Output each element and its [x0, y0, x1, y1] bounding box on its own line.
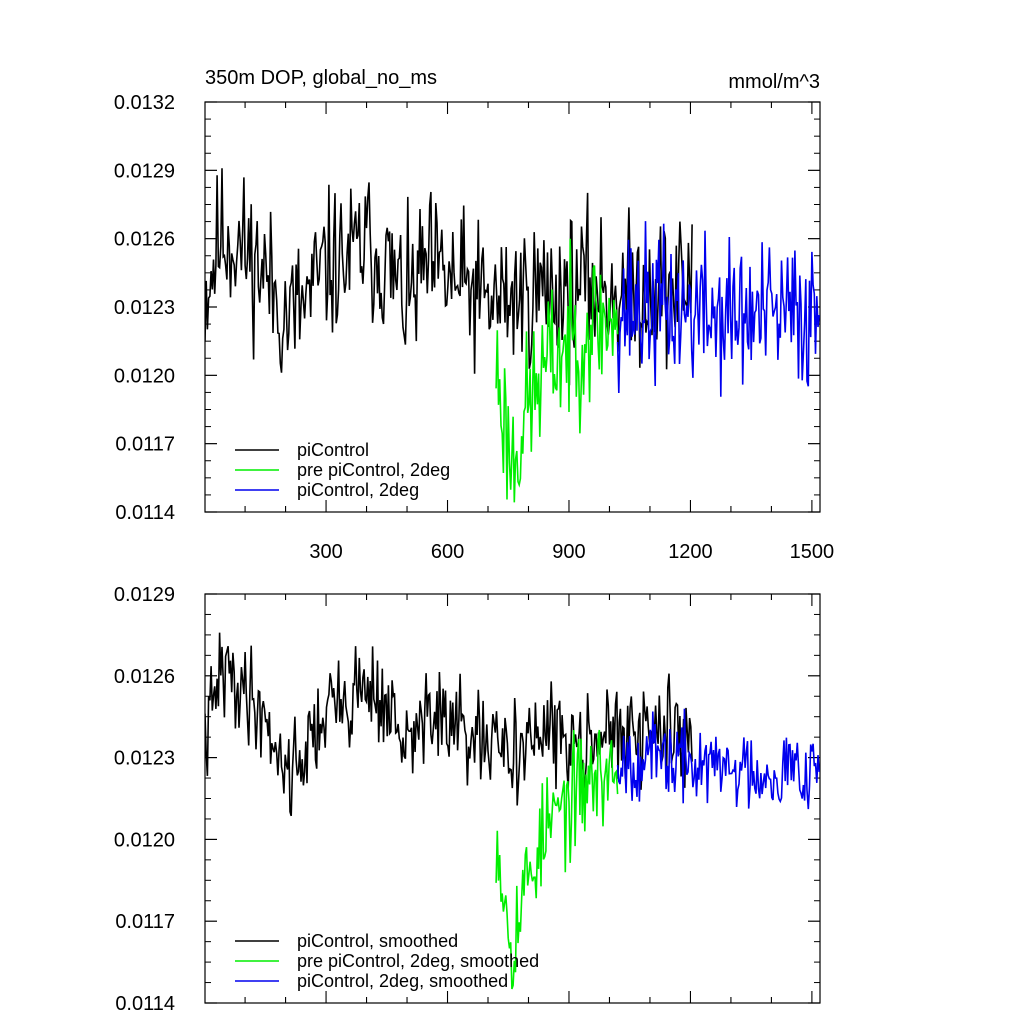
legend-label: pre piControl, 2deg, smoothed: [297, 951, 539, 971]
y-tick-label: 0.0123: [114, 748, 175, 770]
y-tick-label: 0.0132: [114, 92, 175, 114]
y-tick-label: 0.0120: [114, 829, 175, 851]
y-tick-label: 0.0126: [114, 229, 175, 251]
y-tick-label: 0.0120: [114, 365, 175, 387]
series-line-2: [616, 221, 820, 397]
y-tick-label: 0.0117: [115, 911, 175, 933]
series-line-0: [205, 632, 693, 817]
bottom-panel: 0.0114 0.0117 0.0120 0.0123 0.0126 0.0129 piCo…: [114, 584, 821, 1015]
y-tick-label: 0.0114: [115, 502, 175, 524]
legend-label: piControl, 2deg: [297, 480, 419, 500]
legend-label: piControl: [297, 440, 369, 460]
legend-label: pre piControl, 2deg: [297, 460, 450, 480]
y-tick-label: 0.0129: [114, 160, 175, 182]
chart-title: 350m DOP, global_no_ms: [205, 67, 437, 89]
series-line-0: [205, 168, 693, 386]
series-line-1: [495, 729, 619, 990]
x-tick-label: 900: [552, 541, 585, 563]
x-tick-label: 1500: [790, 541, 835, 563]
x-tick-label: 1200: [668, 541, 713, 563]
x-tick-label: 300: [309, 541, 342, 563]
legend-label: piControl, 2deg, smoothed: [297, 971, 508, 991]
y-tick-label: 0.0126: [114, 666, 175, 688]
top-panel: 350m DOP, global_no_ms mmol/m^3 0.0114 0.…: [114, 67, 834, 563]
y-tick-label: 0.0117: [115, 434, 175, 456]
x-tick-label: 600: [431, 541, 464, 563]
y-tick-label: 0.0123: [114, 297, 175, 319]
y-tick-label: 0.0129: [114, 584, 175, 606]
series-line-2: [616, 708, 820, 810]
y-tick-label: 0.0114: [115, 993, 175, 1015]
series-line-1: [495, 238, 619, 503]
units-label: mmol/m^3: [728, 71, 820, 93]
legend-label: piControl, smoothed: [297, 931, 458, 951]
